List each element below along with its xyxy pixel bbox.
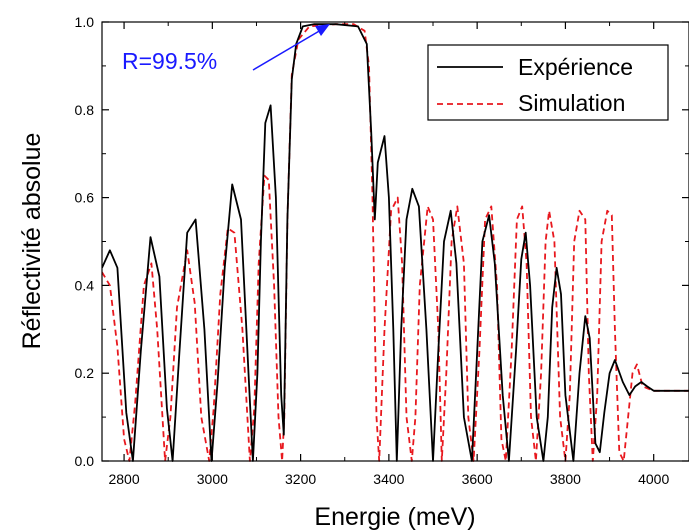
tick-layer [102, 21, 689, 462]
annotation-arrow [252, 29, 322, 71]
x-tick-label: 3600 [462, 471, 493, 487]
label-layer: 2800 3000 3200 3400 3600 3800 4000 0.0 0.2 0.4 0.6… [75, 14, 670, 487]
annotation-text: R=99.5% [122, 48, 217, 74]
series-line-experience [102, 23, 689, 462]
y-tick-label: 0.0 [75, 453, 95, 469]
y-tick-label: 0.6 [75, 190, 95, 206]
x-axis-title: Energie (meV) [314, 503, 475, 531]
y-axis-title: Réflectivité absolue [18, 133, 46, 350]
series-line-simulation [102, 23, 689, 462]
x-tick-label: 3400 [373, 471, 404, 487]
series-layer [102, 23, 689, 462]
x-tick-label: 3800 [550, 471, 581, 487]
legend-label-simulation: Simulation [518, 90, 625, 116]
legend: Expérience Simulation [427, 44, 669, 121]
y-tick-label: 0.8 [75, 102, 95, 118]
y-tick-label: 0.2 [75, 365, 95, 381]
annotation-arrowhead [315, 24, 330, 36]
y-tick-label: 0.4 [75, 277, 95, 293]
x-tick-label: 4000 [638, 471, 669, 487]
annotation: R=99.5% [122, 24, 330, 74]
x-tick-label: 3200 [285, 471, 316, 487]
legend-label-experience: Expérience [518, 54, 633, 80]
y-tick-label: 1.0 [75, 14, 95, 30]
x-tick-label: 3000 [197, 471, 228, 487]
legend-box [427, 44, 669, 121]
x-tick-label: 2800 [108, 471, 139, 487]
